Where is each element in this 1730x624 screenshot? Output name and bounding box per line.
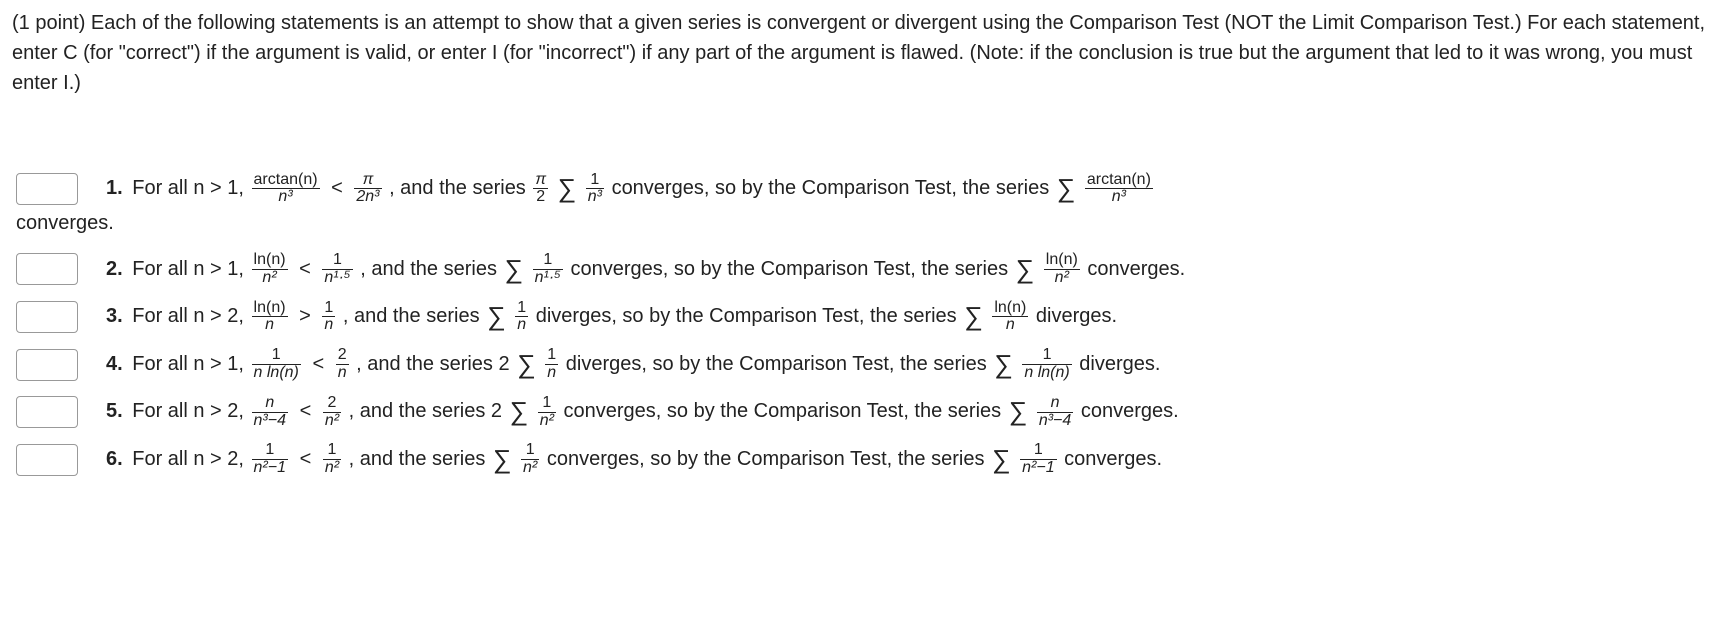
coef-frac: π2 [533,172,548,207]
conclusion-below-1: converges. [16,212,1718,235]
sigma-icon: ∑ [1009,396,1028,426]
sigma-icon: ∑ [510,396,529,426]
sigma-icon: ∑ [994,349,1013,379]
problem-row: 5. For all n > 2, nn³−4 < 2n² , and the … [12,391,1718,433]
sigma-icon: ∑ [487,301,506,331]
problem-row: 2. For all n > 1, ln(n)n² < 1n¹·⁵ , and … [12,249,1718,291]
statement-3: 3. For all n > 2, ln(n)n > 1n , and the … [106,296,1117,338]
verb-text: converges, so by the Comparison Test, th… [612,177,1050,199]
sigma-icon: ∑ [992,444,1011,474]
sigma-icon: ∑ [1057,173,1076,203]
rhs-frac: 2n² [323,395,341,430]
conclusion-text: diverges. [1036,305,1117,327]
mid-text: , and the series 2 [349,400,502,422]
answer-input-5[interactable] [16,396,78,428]
mid-text: , and the series [349,448,486,470]
conclusion-text: converges. [1064,448,1162,470]
sum-frac: 1n¹·⁵ [533,252,563,287]
answer-input-4[interactable] [16,349,78,381]
relation: < [300,400,312,422]
sum-frac: 1n² [521,442,539,477]
verb-text: converges, so by the Comparison Test, th… [547,448,985,470]
sigma-icon: ∑ [558,173,577,203]
verb-text: diverges, so by the Comparison Test, the… [566,353,987,375]
rhs-frac: 1n [322,300,335,335]
problems-list: 1. For all n > 1, arctan(n)n³ < π2n³ , a… [12,168,1718,487]
forall-text: For all n > 1, [132,258,244,280]
answer-input-6[interactable] [16,444,78,476]
final-frac: ln(n)n² [1044,252,1080,287]
problem-number: 5. [106,400,123,422]
problem-number: 6. [106,448,123,470]
mid-text: , and the series [343,305,480,327]
final-frac: arctan(n)n³ [1085,172,1153,207]
final-frac: ln(n)n [992,300,1028,335]
statement-6: 6. For all n > 2, 1n²−1 < 1n² , and the … [106,439,1162,481]
problem-number: 4. [106,353,123,375]
final-frac: nn³−4 [1037,395,1073,430]
relation: < [300,448,312,470]
sigma-icon: ∑ [505,254,524,284]
problem-row: 4. For all n > 1, 1n ln(n) < 2n , and th… [12,344,1718,386]
problem-number: 2. [106,258,123,280]
rhs-frac: π2n³ [354,172,381,207]
sum-frac: 1n [515,300,528,335]
forall-text: For all n > 2, [132,305,244,327]
lhs-frac: ln(n)n [252,300,288,335]
rhs-frac: 1n² [323,442,341,477]
conclusion-text: diverges. [1079,353,1160,375]
forall-text: For all n > 1, [132,177,244,199]
answer-input-3[interactable] [16,301,78,333]
sigma-icon: ∑ [517,349,536,379]
final-frac: 1n²−1 [1020,442,1056,477]
final-frac: 1n ln(n) [1022,347,1071,382]
answer-input-1[interactable] [16,173,78,205]
statement-4: 4. For all n > 1, 1n ln(n) < 2n , and th… [106,344,1160,386]
forall-text: For all n > 2, [132,400,244,422]
statement-5: 5. For all n > 2, nn³−4 < 2n² , and the … [106,391,1179,433]
sum-frac: 1n³ [586,172,604,207]
sigma-icon: ∑ [1016,254,1035,284]
sum-frac: 1n [545,347,558,382]
rhs-frac: 1n¹·⁵ [322,252,352,287]
rhs-frac: 2n [336,347,349,382]
sum-frac: 1n² [538,395,556,430]
relation: < [331,177,343,199]
problem-number: 1. [106,177,123,199]
lhs-frac: ln(n)n² [252,252,288,287]
mid-text: , and the series [389,177,526,199]
verb-text: converges, so by the Comparison Test, th… [570,258,1008,280]
relation: < [312,353,324,375]
lhs-frac: arctan(n)n³ [252,172,320,207]
conclusion-text: converges. [1087,258,1185,280]
problem-row: 3. For all n > 2, ln(n)n > 1n , and the … [12,296,1718,338]
lhs-frac: nn³−4 [252,395,288,430]
sigma-icon: ∑ [493,444,512,474]
lhs-frac: 1n ln(n) [252,347,301,382]
statement-2: 2. For all n > 1, ln(n)n² < 1n¹·⁵ , and … [106,249,1185,291]
relation: > [299,305,311,327]
lhs-frac: 1n²−1 [252,442,288,477]
forall-text: For all n > 2, [132,448,244,470]
mid-text: , and the series 2 [356,353,509,375]
sigma-icon: ∑ [964,301,983,331]
forall-text: For all n > 1, [132,353,244,375]
verb-text: converges, so by the Comparison Test, th… [564,400,1002,422]
statement-1: 1. For all n > 1, arctan(n)n³ < π2n³ , a… [106,168,1155,210]
problem-row: 6. For all n > 2, 1n²−1 < 1n² , and the … [12,439,1718,481]
problem-row: 1. For all n > 1, arctan(n)n³ < π2n³ , a… [12,168,1718,210]
relation: < [299,258,311,280]
conclusion-text: converges. [1081,400,1179,422]
verb-text: diverges, so by the Comparison Test, the… [536,305,957,327]
mid-text: , and the series [360,258,497,280]
problem-number: 3. [106,305,123,327]
answer-input-2[interactable] [16,253,78,285]
problem-intro: (1 point) Each of the following statemen… [12,8,1718,98]
